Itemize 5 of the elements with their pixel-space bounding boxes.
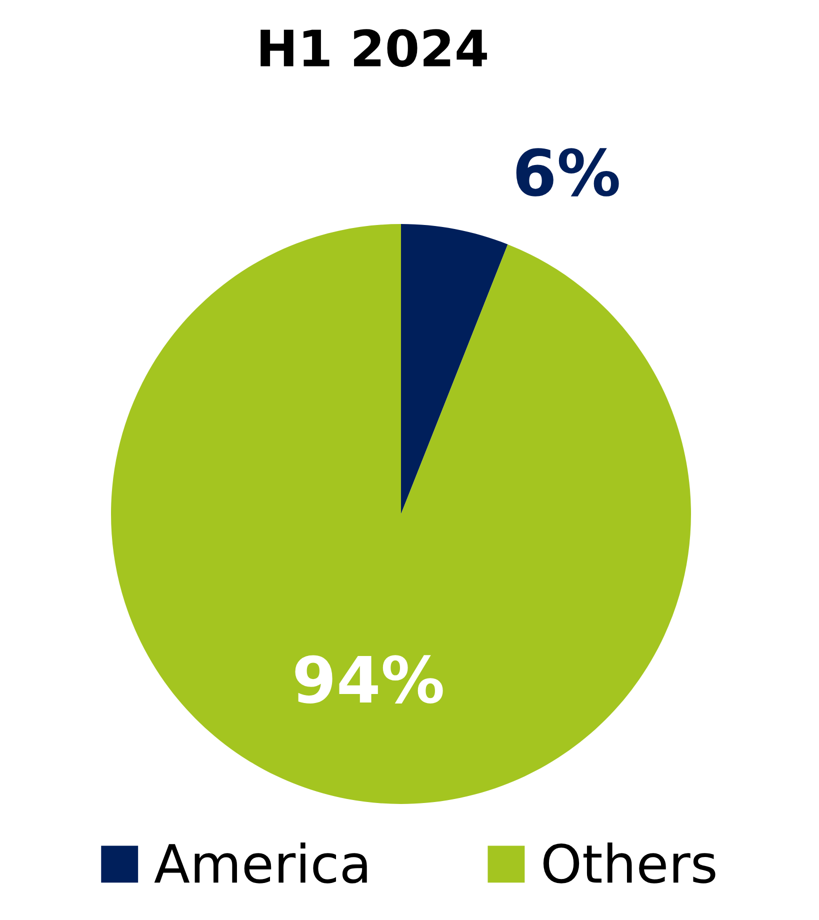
legend-label: Others <box>543 842 716 884</box>
legend-label: America <box>154 842 367 884</box>
chart-title: H1 2024 <box>260 29 487 67</box>
data-label: 94% <box>295 655 443 704</box>
data-label: 6% <box>516 148 619 196</box>
